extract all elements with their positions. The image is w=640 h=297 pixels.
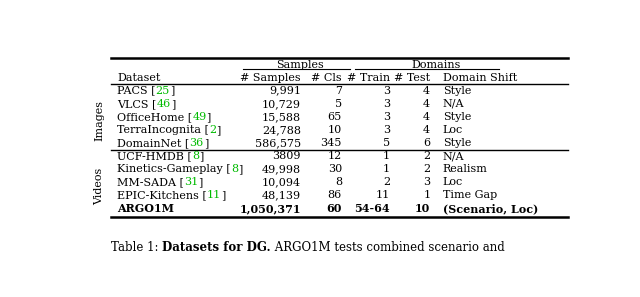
Text: 30: 30 <box>328 164 342 174</box>
Text: 3: 3 <box>383 112 390 122</box>
Text: ]: ] <box>238 164 243 174</box>
Text: 60: 60 <box>326 203 342 214</box>
Text: 6: 6 <box>423 138 430 148</box>
Text: # Samples: # Samples <box>240 72 301 83</box>
Text: 49: 49 <box>193 112 207 122</box>
Text: 31: 31 <box>184 177 198 187</box>
Text: MM-SADA [: MM-SADA [ <box>117 177 184 187</box>
Text: ]: ] <box>216 125 221 135</box>
Text: 2: 2 <box>423 164 430 174</box>
Text: DomainNet [: DomainNet [ <box>117 138 189 148</box>
Text: 5: 5 <box>335 99 342 109</box>
Text: 10: 10 <box>328 125 342 135</box>
Text: Dataset: Dataset <box>117 72 161 83</box>
Text: UCF-HMDB [: UCF-HMDB [ <box>117 151 192 161</box>
Text: 1: 1 <box>383 151 390 161</box>
Text: Loc: Loc <box>443 125 463 135</box>
Text: 586,575: 586,575 <box>255 138 301 148</box>
Text: 1: 1 <box>423 190 430 200</box>
Text: 4: 4 <box>423 99 430 109</box>
Text: ]: ] <box>170 86 174 96</box>
Text: ]: ] <box>221 190 225 200</box>
Text: # Test: # Test <box>394 72 430 83</box>
Text: 8: 8 <box>231 164 238 174</box>
Text: 65: 65 <box>328 112 342 122</box>
Text: 48,139: 48,139 <box>262 190 301 200</box>
Text: 36: 36 <box>189 138 204 148</box>
Text: Domains: Domains <box>411 59 460 69</box>
Text: 4: 4 <box>423 86 430 96</box>
Text: 1,050,371: 1,050,371 <box>239 203 301 214</box>
Text: EPIC-Kitchens [: EPIC-Kitchens [ <box>117 190 207 200</box>
Text: ]: ] <box>198 177 203 187</box>
Text: Videos: Videos <box>94 168 104 205</box>
Text: 5: 5 <box>383 138 390 148</box>
Text: ARGO1M: ARGO1M <box>117 203 174 214</box>
Text: 25: 25 <box>156 86 170 96</box>
Text: Domain Shift: Domain Shift <box>443 72 517 83</box>
Text: 24,788: 24,788 <box>262 125 301 135</box>
Text: ]: ] <box>204 138 208 148</box>
Text: Kinetics-Gameplay [: Kinetics-Gameplay [ <box>117 164 231 174</box>
Text: 10: 10 <box>415 203 430 214</box>
Text: 15,588: 15,588 <box>262 112 301 122</box>
Text: 46: 46 <box>157 99 171 109</box>
Text: 3: 3 <box>383 99 390 109</box>
Text: 11: 11 <box>376 190 390 200</box>
Text: 2: 2 <box>423 151 430 161</box>
Text: Time Gap: Time Gap <box>443 190 497 200</box>
Text: Style: Style <box>443 86 471 96</box>
Text: 8: 8 <box>335 177 342 187</box>
Text: 54-64: 54-64 <box>355 203 390 214</box>
Text: 49,998: 49,998 <box>262 164 301 174</box>
Text: Images: Images <box>94 100 104 141</box>
Text: 2: 2 <box>209 125 216 135</box>
Text: 9,991: 9,991 <box>269 86 301 96</box>
Text: 1: 1 <box>383 164 390 174</box>
Text: ]: ] <box>207 112 211 122</box>
Text: (Scenario, Loc): (Scenario, Loc) <box>443 203 538 214</box>
Text: 11: 11 <box>207 190 221 200</box>
Text: VLCS [: VLCS [ <box>117 99 157 109</box>
Text: 3: 3 <box>383 125 390 135</box>
Text: ]: ] <box>171 99 175 109</box>
Text: 4: 4 <box>423 112 430 122</box>
Text: 3809: 3809 <box>273 151 301 161</box>
Text: Style: Style <box>443 112 471 122</box>
Text: Loc: Loc <box>443 177 463 187</box>
Text: 7: 7 <box>335 86 342 96</box>
Text: 12: 12 <box>328 151 342 161</box>
Text: TerraIncognita [: TerraIncognita [ <box>117 125 209 135</box>
Text: # Cls: # Cls <box>311 72 342 83</box>
Text: # Train: # Train <box>347 72 390 83</box>
Text: 86: 86 <box>328 190 342 200</box>
Text: Realism: Realism <box>443 164 488 174</box>
Text: Style: Style <box>443 138 471 148</box>
Text: 345: 345 <box>321 138 342 148</box>
Text: N/A: N/A <box>443 99 464 109</box>
Text: 2: 2 <box>383 177 390 187</box>
Text: 3: 3 <box>383 86 390 96</box>
Text: 4: 4 <box>423 125 430 135</box>
Text: 8: 8 <box>192 151 199 161</box>
Text: Table 1:: Table 1: <box>111 241 163 254</box>
Text: ]: ] <box>199 151 204 161</box>
Text: 10,094: 10,094 <box>262 177 301 187</box>
Text: ARGO1M tests combined scenario and: ARGO1M tests combined scenario and <box>271 241 504 254</box>
Text: 3: 3 <box>423 177 430 187</box>
Text: OfficeHome [: OfficeHome [ <box>117 112 193 122</box>
Text: 10,729: 10,729 <box>262 99 301 109</box>
Text: PACS [: PACS [ <box>117 86 156 96</box>
Text: Samples: Samples <box>276 59 324 69</box>
Text: N/A: N/A <box>443 151 464 161</box>
Text: Datasets for DG.: Datasets for DG. <box>163 241 271 254</box>
